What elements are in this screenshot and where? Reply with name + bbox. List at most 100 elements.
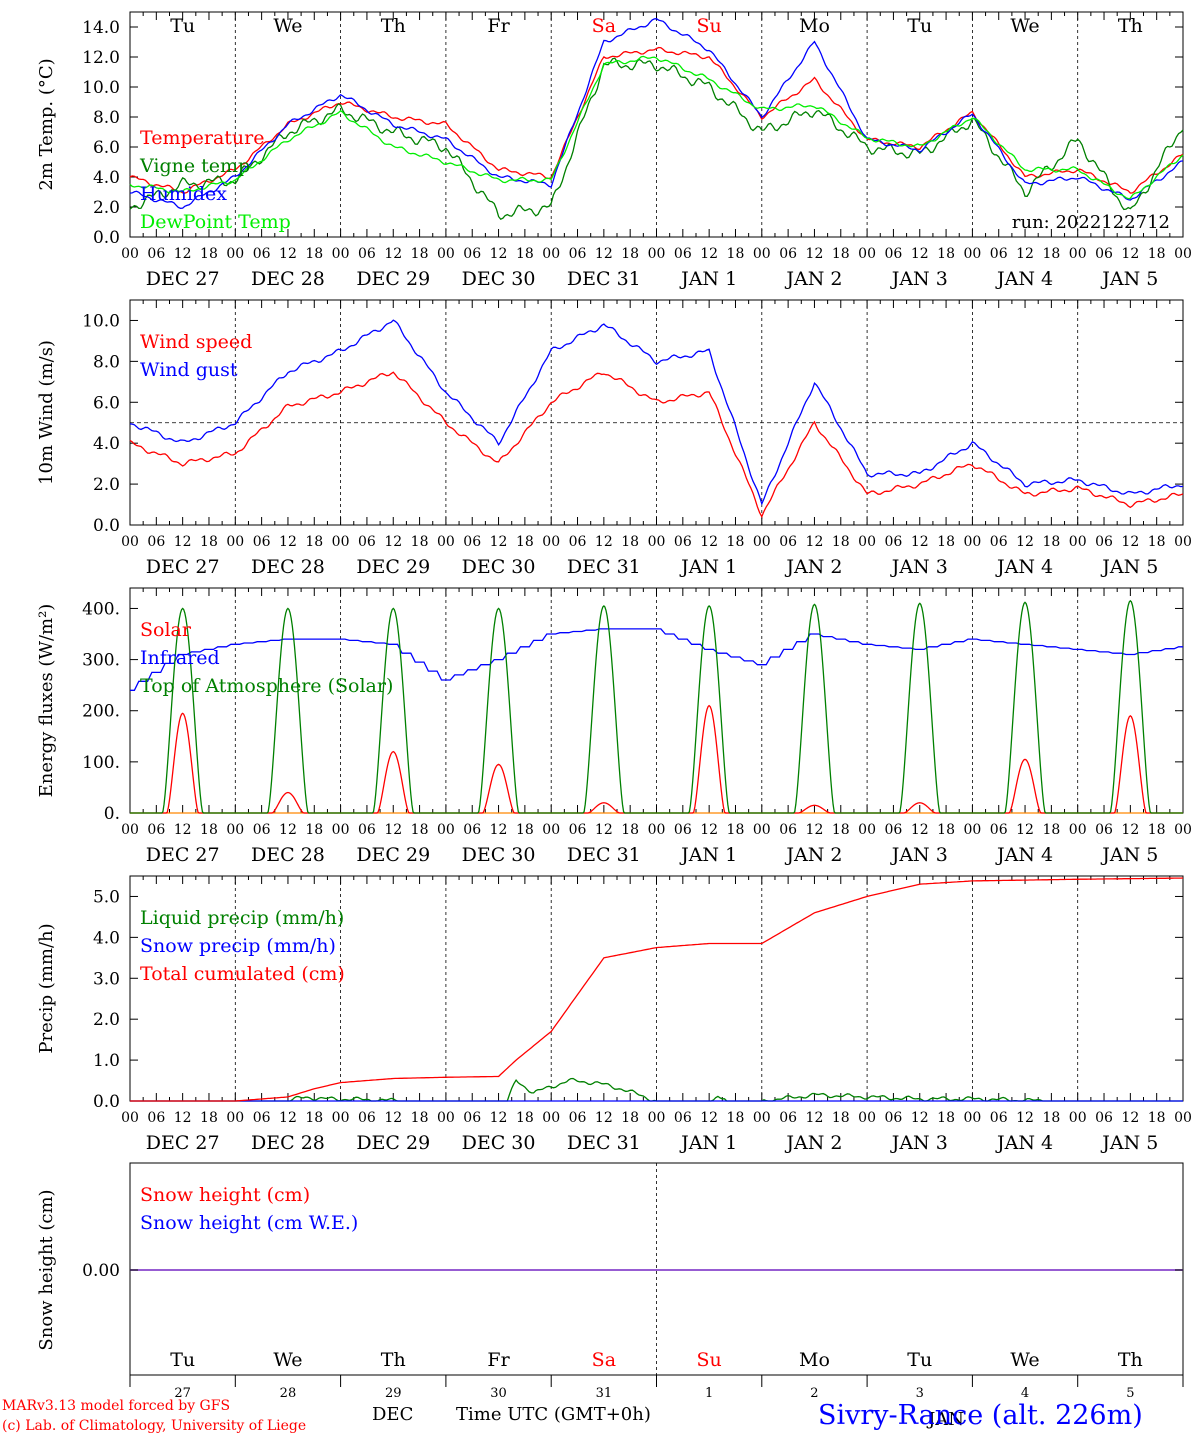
hour-tick-label: 18 [621, 246, 639, 262]
day-number-label: 4 [1021, 1386, 1029, 1401]
bottom-month-label: DEC [372, 1404, 414, 1425]
weekday-label: Th [381, 15, 406, 37]
hour-tick-label: 00 [226, 246, 244, 262]
hour-tick-label: 06 [990, 534, 1008, 550]
hour-tick-label: 00 [858, 1110, 876, 1126]
hour-tick-label: 06 [253, 534, 271, 550]
date-label: JAN 1 [679, 1132, 737, 1154]
date-label: JAN 5 [1100, 844, 1158, 866]
hour-tick-label: 18 [305, 1110, 323, 1126]
weekday-label: Su [697, 15, 722, 37]
hour-tick-label: 00 [121, 822, 139, 838]
weekday-label: Tu [907, 15, 932, 37]
hour-tick-label: 12 [595, 534, 613, 550]
hour-tick-label: 06 [463, 534, 481, 550]
legend-entry: Total cumulated (cm) [140, 963, 345, 985]
lab-credit: (c) Lab. of Climatology, University of L… [2, 1418, 307, 1434]
weekday-label: Mo [799, 1349, 830, 1371]
hour-tick-label: 18 [1042, 534, 1060, 550]
hour-tick-label: 06 [147, 822, 165, 838]
weekday-label: Fr [487, 1349, 510, 1371]
hour-tick-label: 18 [1042, 246, 1060, 262]
hour-tick-label: 06 [885, 246, 903, 262]
legend-entry: Infrared [140, 647, 220, 669]
hour-tick-label: 00 [332, 1110, 350, 1126]
hour-tick-label: 12 [1121, 534, 1139, 550]
hour-tick-label: 18 [411, 246, 429, 262]
panel-3: 00 06 12 18 00 06 12 18 00 06 12 18 00 06 12 18 00 06 12 18… [36, 587, 1192, 866]
hour-tick-label: 06 [253, 1110, 271, 1126]
weekday-label: Th [1118, 15, 1143, 37]
hour-tick-label: 06 [885, 1110, 903, 1126]
y-tick-label: 300. [82, 651, 120, 671]
hour-tick-label: 18 [516, 1110, 534, 1126]
date-label: JAN 2 [784, 556, 842, 578]
hour-tick-label: 00 [437, 822, 455, 838]
hour-tick-label: 12 [384, 822, 402, 838]
series-line [129, 319, 1184, 506]
y-axis-label: 10m Wind (m/s) [36, 340, 57, 485]
y-tick-label: 10.0 [82, 78, 120, 98]
hour-tick-label: 00 [332, 822, 350, 838]
hour-tick-label: 12 [279, 822, 297, 838]
hour-tick-label: 18 [937, 822, 955, 838]
panel-2: 00 06 12 18 00 06 12 18 00 06 12 18 00 06 12 18 00 06 12 18… [36, 299, 1192, 578]
hour-tick-label: 18 [305, 246, 323, 262]
hour-tick-label: 06 [358, 822, 376, 838]
hour-tick-label: 18 [727, 822, 745, 838]
legend-entry: Top of Atmosphere (Solar) [140, 675, 393, 697]
station-name: Sivry-Rance (alt. 226m) [818, 1400, 1143, 1431]
date-label: JAN 2 [784, 1132, 842, 1154]
hour-tick-label: 18 [200, 534, 218, 550]
date-label: DEC 31 [567, 268, 641, 290]
hour-tick-label: 00 [963, 534, 981, 550]
weekday-label: Tu [907, 1349, 932, 1371]
weekday-label: Th [381, 1349, 406, 1371]
hour-tick-label: 06 [674, 822, 692, 838]
hour-tick-label: 06 [1095, 1110, 1113, 1126]
hour-tick-label: 00 [858, 822, 876, 838]
hour-tick-label: 00 [542, 534, 560, 550]
day-number-label: 3 [916, 1386, 924, 1401]
hour-tick-label: 18 [727, 1110, 745, 1126]
date-label: DEC 27 [146, 1132, 220, 1154]
weekday-label: We [273, 1349, 302, 1371]
hour-tick-label: 06 [1095, 534, 1113, 550]
hour-tick-label: 18 [621, 822, 639, 838]
hour-tick-label: 18 [937, 246, 955, 262]
legend-entry: Snow height (cm) [140, 1184, 310, 1206]
weekday-label: Tu [170, 1349, 195, 1371]
hour-tick-label: 12 [700, 1110, 718, 1126]
hour-tick-label: 00 [437, 534, 455, 550]
weekday-label: Fr [487, 15, 510, 37]
hour-tick-label: 12 [595, 1110, 613, 1126]
hour-tick-label: 06 [674, 1110, 692, 1126]
hour-tick-label: 06 [569, 822, 587, 838]
date-label: DEC 30 [462, 268, 536, 290]
y-tick-label: 14.0 [82, 18, 120, 38]
hour-tick-label: 06 [779, 246, 797, 262]
hour-tick-label: 00 [332, 534, 350, 550]
y-tick-label: 2.0 [93, 198, 120, 218]
panel-5: 0.00 Snow height (cm) Snow height (cm) Snow… [36, 1162, 1184, 1430]
y-tick-label: 5.0 [93, 887, 120, 907]
y-tick-label: 4.0 [93, 928, 120, 948]
date-label: JAN 1 [679, 844, 737, 866]
hour-tick-label: 06 [779, 534, 797, 550]
date-label: DEC 28 [251, 1132, 325, 1154]
date-label: DEC 28 [251, 556, 325, 578]
y-tick-label: 12.0 [82, 48, 120, 68]
hour-tick-label: 00 [963, 246, 981, 262]
hour-tick-label: 06 [358, 1110, 376, 1126]
run-label: run: 2022122712 [1012, 212, 1170, 233]
date-label: JAN 5 [1100, 556, 1158, 578]
date-label: JAN 2 [784, 844, 842, 866]
hour-tick-label: 06 [147, 1110, 165, 1126]
panel-4: 00 06 12 18 00 06 12 18 00 06 12 18 00 06 12 18 00 06 12 18… [36, 875, 1192, 1154]
hour-tick-label: 06 [990, 246, 1008, 262]
date-label: DEC 31 [567, 844, 641, 866]
hour-tick-label: 12 [1016, 1110, 1034, 1126]
hour-tick-label: 06 [569, 246, 587, 262]
hour-tick-label: 12 [174, 246, 192, 262]
weekday-label: Tu [170, 15, 195, 37]
